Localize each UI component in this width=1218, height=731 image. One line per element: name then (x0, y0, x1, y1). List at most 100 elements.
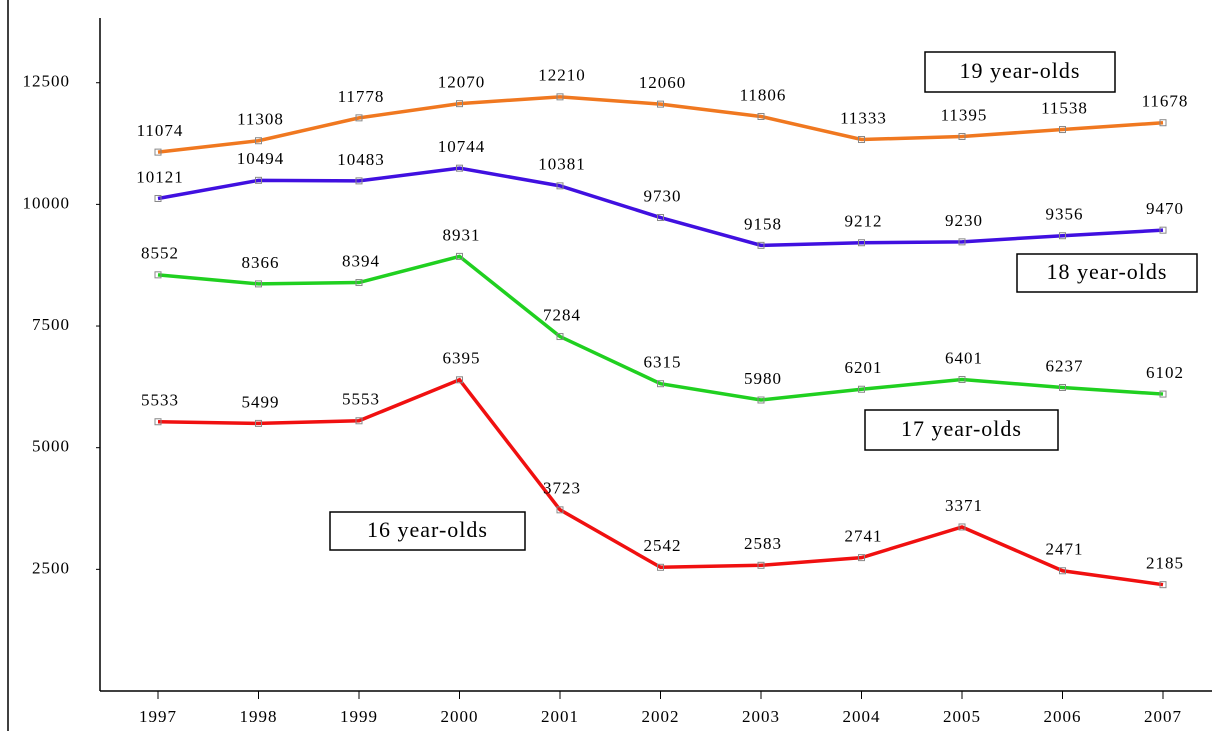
data-label: 11806 (740, 85, 787, 104)
data-label: 3723 (543, 479, 581, 498)
data-label: 10744 (438, 137, 486, 156)
point (757, 396, 765, 404)
data-label: 9356 (1046, 205, 1084, 224)
legend-label: 18 year-olds (1047, 259, 1168, 284)
data-label: 10494 (237, 149, 285, 168)
series-line (157, 95, 1164, 154)
point (456, 100, 463, 108)
point (154, 418, 162, 426)
point (958, 238, 966, 246)
point (355, 417, 363, 425)
x-tick-label: 2001 (541, 707, 579, 726)
point (355, 114, 363, 122)
point (456, 252, 463, 260)
data-label: 11308 (237, 110, 284, 129)
series-line (157, 166, 1164, 248)
point (858, 239, 865, 247)
y-tick-label: 5000 (32, 437, 70, 456)
legend-label: 17 year-olds (901, 416, 1022, 441)
data-label: 6201 (845, 358, 883, 377)
point (858, 136, 865, 144)
data-label: 9158 (744, 214, 782, 233)
data-label: 11333 (840, 108, 887, 127)
data-label: 5533 (141, 391, 179, 410)
point (958, 523, 966, 531)
data-label: 9470 (1146, 199, 1184, 218)
data-label: 2185 (1146, 554, 1184, 573)
x-tick-label: 1999 (340, 707, 378, 726)
data-label: 6237 (1046, 356, 1084, 375)
point (858, 385, 865, 393)
point (1059, 567, 1066, 575)
x-tick-label: 2000 (441, 707, 479, 726)
series-line (157, 254, 1164, 402)
data-label: 8394 (342, 251, 380, 270)
point (154, 194, 162, 202)
legend-label: 16 year-olds (367, 517, 488, 542)
point (1159, 581, 1167, 589)
point (757, 112, 765, 120)
data-label: 10483 (337, 150, 385, 169)
point (556, 333, 564, 341)
legend-box (864, 409, 1059, 451)
point (255, 176, 262, 184)
point (1059, 232, 1066, 240)
data-label: 10121 (136, 167, 184, 186)
point (958, 376, 966, 384)
legend-box (329, 511, 526, 551)
data-label: 11074 (137, 121, 184, 140)
point (456, 164, 463, 172)
x-tick-label: 1998 (240, 707, 278, 726)
data-label: 6102 (1146, 363, 1184, 382)
point (858, 554, 865, 562)
data-label: 11778 (338, 87, 385, 106)
point (757, 241, 765, 249)
point (355, 177, 363, 185)
point (1059, 126, 1066, 134)
data-label: 12210 (538, 66, 586, 85)
data-label: 2542 (644, 536, 682, 555)
data-label: 10381 (538, 155, 586, 174)
data-label: 8931 (443, 225, 481, 244)
x-tick-label: 2002 (642, 707, 680, 726)
data-label: 9730 (644, 186, 682, 205)
x-tick-label: 2006 (1044, 707, 1082, 726)
point (657, 563, 664, 571)
point (1159, 390, 1167, 398)
data-label: 6315 (644, 353, 682, 372)
x-tick-label: 1997 (139, 707, 177, 726)
data-label: 11538 (1041, 98, 1088, 117)
x-tick-label: 2005 (943, 707, 981, 726)
point (556, 182, 564, 190)
y-tick-label: 12500 (23, 72, 71, 91)
point (757, 561, 765, 569)
point (154, 271, 162, 279)
data-label: 9212 (845, 212, 883, 231)
point (556, 93, 564, 101)
point (657, 380, 664, 388)
data-label: 9230 (945, 211, 983, 230)
point (657, 214, 664, 222)
legend-box (924, 51, 1116, 93)
series-line (157, 377, 1164, 587)
data-label: 11678 (1142, 92, 1189, 111)
data-label: 2741 (845, 527, 883, 546)
data-label: 3371 (945, 496, 983, 515)
legend-label: 19 year-olds (960, 58, 1081, 83)
x-tick-label: 2007 (1144, 707, 1182, 726)
point (154, 148, 162, 156)
point (1059, 383, 1066, 391)
data-label: 8552 (141, 244, 179, 263)
point (958, 132, 966, 140)
y-tick-label: 10000 (23, 193, 71, 212)
data-label: 12060 (639, 73, 687, 92)
x-tick-label: 2003 (742, 707, 780, 726)
data-label: 6401 (945, 348, 983, 367)
point (556, 506, 564, 514)
y-tick-label: 2500 (32, 558, 70, 577)
point (355, 279, 363, 287)
frame (7, 0, 9, 731)
data-label: 5553 (342, 390, 380, 409)
point (657, 100, 664, 108)
